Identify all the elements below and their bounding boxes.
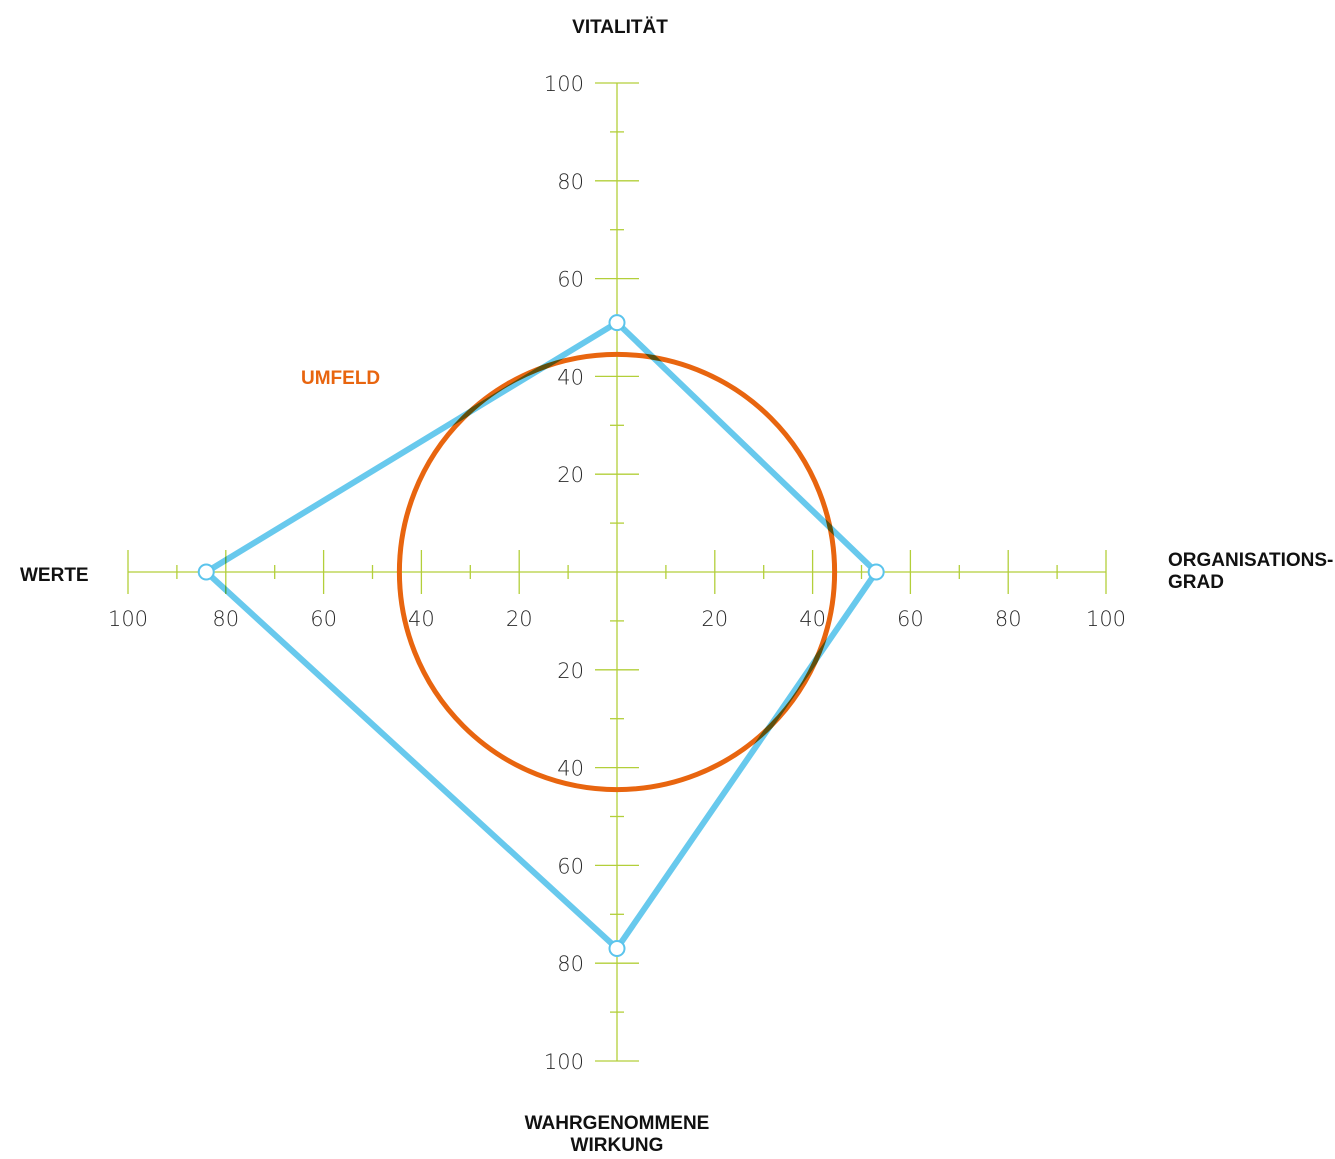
umfeld-circle <box>396 351 838 793</box>
axis-titles: VITALITÄT ORGANISATIONS-GRAD WAHRGENOMMENE… <box>20 17 1333 1156</box>
tick-label-bottom-80: 80 <box>557 952 584 976</box>
tick-labels: 20 20 20 20 40 40 40 40 60 60 60 60 80 80 80 80 100 100 10… <box>108 72 1126 1074</box>
axis-title-left: WERTE <box>20 565 89 586</box>
tick-label-bottom-100: 100 <box>544 1050 584 1074</box>
tick-label-left-40: 40 <box>408 607 435 631</box>
axis-title-bottom: WAHRGENOMMENE WIRKUNG <box>525 1113 710 1156</box>
tick-label-bottom-40: 40 <box>557 757 584 781</box>
tick-label-left-20: 20 <box>506 607 533 631</box>
tick-label-top-100: 100 <box>544 72 584 96</box>
series-layer <box>197 314 885 958</box>
series-point-right <box>867 563 885 581</box>
tick-label-top-80: 80 <box>557 170 584 194</box>
tick-label-left-80: 80 <box>212 607 239 631</box>
tick-label-right-80: 80 <box>995 607 1022 631</box>
tick-label-left-100: 100 <box>108 607 148 631</box>
series-point-top <box>608 314 626 332</box>
tick-label-right-40: 40 <box>799 607 826 631</box>
tick-label-right-60: 60 <box>897 607 924 631</box>
series-point-bottom <box>608 940 626 958</box>
axes-layer <box>127 82 1107 1062</box>
tick-label-right-100: 100 <box>1086 607 1126 631</box>
tick-label-top-20: 20 <box>557 463 584 487</box>
tick-label-bottom-60: 60 <box>557 854 584 878</box>
tick-label-left-60: 60 <box>310 607 337 631</box>
axis-title-top: VITALITÄT <box>572 17 668 38</box>
tick-label-top-40: 40 <box>557 365 584 389</box>
tick-label-right-20: 20 <box>701 607 728 631</box>
tick-label-bottom-20: 20 <box>557 659 584 683</box>
umfeld-layer <box>396 351 838 793</box>
series-polygon-0 <box>201 318 881 954</box>
tick-label-top-60: 60 <box>557 268 584 292</box>
umfeld-label: UMFELD <box>301 368 380 389</box>
series-point-left <box>197 563 215 581</box>
axis-title-right: ORGANISATIONS-GRAD <box>1168 550 1333 593</box>
